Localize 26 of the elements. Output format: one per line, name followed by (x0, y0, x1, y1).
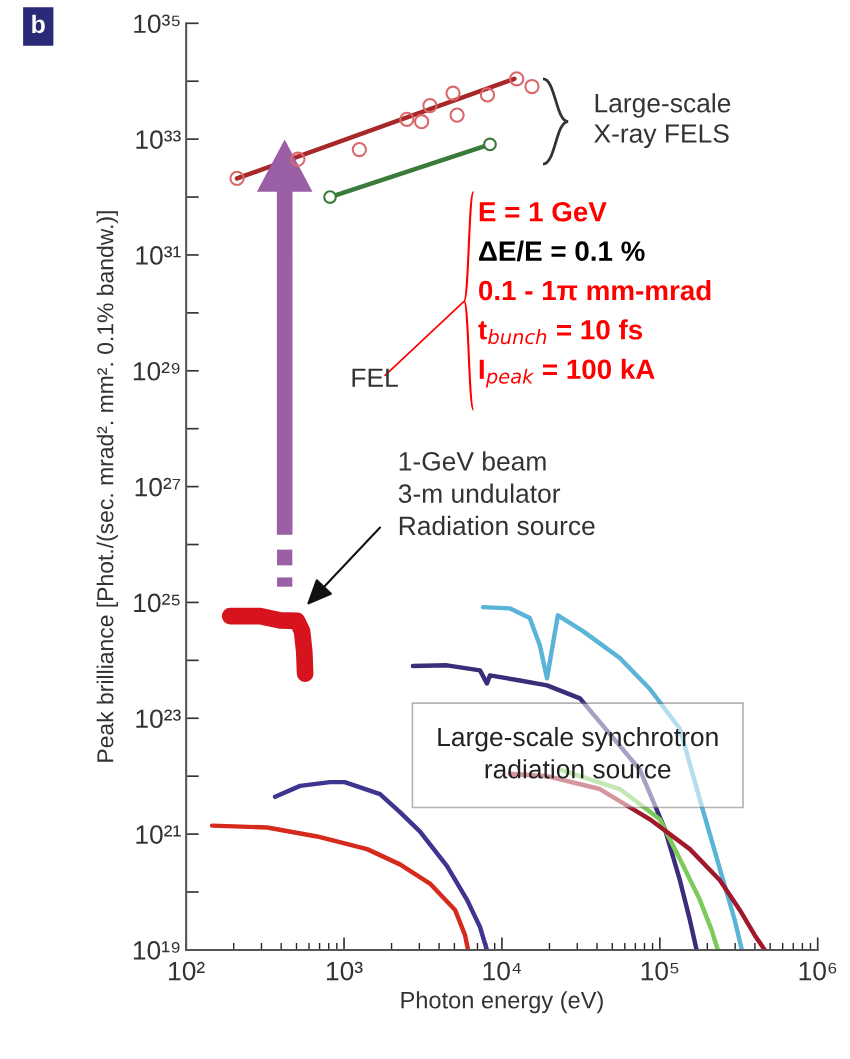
annotation: I$_{peak}$ = 100 kA (479, 358, 655, 388)
y-tick-label: 10²⁵ (134, 593, 180, 613)
annotation: Large-scale X-ray FELS (594, 93, 731, 149)
y-tick-label: 10²³ (136, 709, 181, 729)
y-tick-label: 10¹⁹ (133, 941, 180, 960)
y-tick-label: 10³³ (136, 130, 181, 149)
annotation: 1-GeV beam 3-m undulator Radiation source (398, 451, 595, 536)
annotation: t$_{bunch}$ = 10 fs (478, 319, 643, 345)
y-axis-title: Peak brilliance [Phot./(sec. mrad². mm². 0.1% bandw.)] (96, 211, 118, 762)
y-tick-label: 10³¹ (136, 246, 181, 265)
annotation: ΔE/E = 0.1 % (479, 240, 645, 262)
x-tick-label: 10³ (326, 961, 363, 981)
y-tick-label: 10²⁷ (135, 477, 181, 497)
x-tick-label: 10⁵ (641, 961, 679, 981)
x-tick-label: 10⁶ (799, 961, 837, 981)
annotation: 0.1 - 1π mm-mrad (479, 279, 711, 301)
annotation: Large-scale synchrotron radiation source (438, 726, 718, 779)
y-tick-label: 10³⁵ (134, 14, 180, 34)
annotation: FEL (352, 368, 398, 387)
x-tick-label: 10⁴ (483, 961, 521, 981)
y-tick-label: 10²¹ (136, 825, 181, 844)
annotation: E = 1 GeV (479, 201, 607, 222)
x-tick-label: 10² (169, 961, 205, 981)
text: b (32, 14, 45, 34)
y-tick-label: 10²⁹ (133, 361, 180, 381)
x-axis-title: Photon energy (eV) (401, 991, 603, 1014)
